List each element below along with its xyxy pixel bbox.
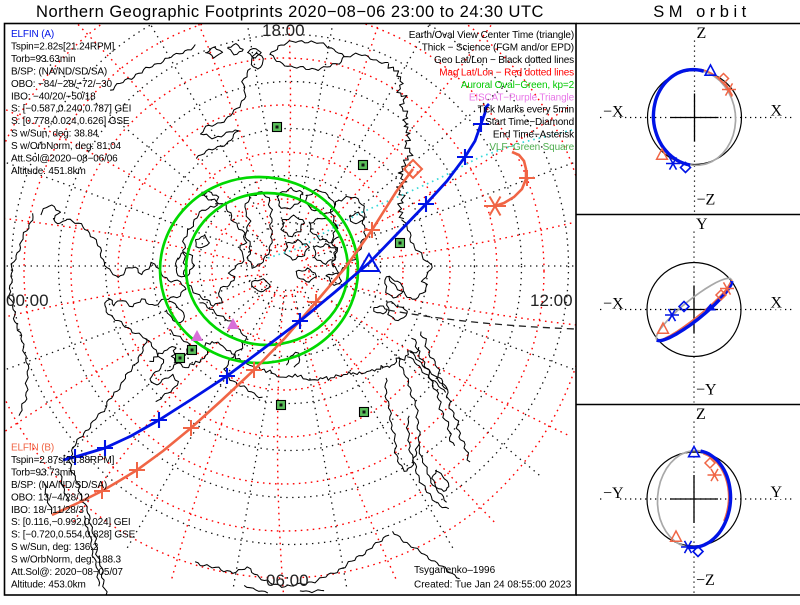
svg-text:X: X (770, 295, 782, 312)
svg-text:VLF−Green Square: VLF−Green Square (489, 142, 574, 153)
svg-text:−X: −X (603, 296, 624, 313)
svg-text:Created: Tue Jan 24 08:55:00 2: Created: Tue Jan 24 08:55:00 2023 (414, 580, 572, 591)
svg-text:Tspin=2.87s[20.88RPM]: Tspin=2.87s[20.88RPM] (11, 455, 115, 466)
svg-text:S w/Sun, deg: 38.84: S w/Sun, deg: 38.84 (11, 129, 99, 140)
svg-text:S: [0.778,0.024,0.626] GSE: S: [0.778,0.024,0.626] GSE (11, 116, 130, 127)
svg-text:SM orbit: SM orbit (653, 3, 750, 21)
svg-text:−Y: −Y (603, 485, 624, 502)
svg-text:Tspin=2.82s[21.24RPM]: Tspin=2.82s[21.24RPM] (11, 42, 115, 53)
svg-text:Start Time−Diamond: Start Time−Diamond (485, 117, 574, 128)
svg-text:Z: Z (696, 406, 706, 423)
svg-text:00:00: 00:00 (6, 291, 49, 310)
svg-text:Att.Sol@: 2020−08−05/07: Att.Sol@: 2020−08−05/07 (11, 567, 123, 578)
svg-text:−Z: −Z (696, 572, 715, 589)
svg-text:S w/OrbNorm, deg: 81:04: S w/OrbNorm, deg: 81:04 (11, 141, 122, 152)
svg-text:−X: −X (603, 104, 624, 121)
svg-text:S: [−0.587,0.240,0.787] GEI: S: [−0.587,0.240,0.787] GEI (11, 104, 131, 115)
svg-text:S w/Sun, deg: 136.2: S w/Sun, deg: 136.2 (11, 542, 99, 553)
svg-text:B/SP: (NA/ND/SD/SA): B/SP: (NA/ND/SD/SA) (11, 66, 107, 77)
svg-text:Tick Marks every 5min: Tick Marks every 5min (478, 105, 575, 116)
svg-text:ELFIN (A): ELFIN (A) (11, 29, 54, 40)
svg-text:IBO: 18/−11/28/3: IBO: 18/−11/28/3 (11, 505, 84, 516)
svg-text:OBO: 13/−4/28/12: OBO: 13/−4/28/12 (11, 492, 90, 503)
svg-text:Y: Y (696, 216, 708, 233)
svg-text:Earth/Oval View Center Time (t: Earth/Oval View Center Time (triangle) (409, 30, 574, 41)
svg-text:Auroral Oval−Green, kp=2: Auroral Oval−Green, kp=2 (461, 80, 575, 91)
svg-text:12:00: 12:00 (530, 291, 573, 310)
svg-text:Altitude: 453.0km: Altitude: 453.0km (11, 580, 86, 591)
svg-text:ELFIN (B): ELFIN (B) (11, 443, 54, 454)
svg-text:X: X (770, 103, 782, 120)
svg-text:−Y: −Y (696, 382, 717, 399)
svg-text:OBO: −84/−28/−72/−30: OBO: −84/−28/−72/−30 (11, 79, 113, 90)
svg-text:06:00: 06:00 (266, 571, 309, 590)
svg-text:B/SP: (NA/ND/SD/SA): B/SP: (NA/ND/SD/SA) (11, 480, 107, 491)
svg-text:S: [0.116,−0.992,0.024] GEI: S: [0.116,−0.992,0.024] GEI (11, 517, 130, 528)
svg-text:S w/OrbNorm, deg: 188.3: S w/OrbNorm, deg: 188.3 (11, 555, 122, 566)
svg-text:Northern Geographic Footprints: Northern Geographic Footprints 2020−08−0… (36, 3, 544, 21)
svg-text:Altitude: 451.8km: Altitude: 451.8km (11, 166, 86, 177)
svg-text:Thick − Science (FGM and/or EP: Thick − Science (FGM and/or EPD) (422, 43, 574, 54)
svg-text:Torb=93.63min: Torb=93.63min (11, 54, 75, 65)
svg-text:EISCAT−Purple Triangle: EISCAT−Purple Triangle (469, 92, 575, 103)
svg-text:Y: Y (770, 484, 782, 501)
svg-text:S: [−0.720,0.554,0.828] GSE: S: [−0.720,0.554,0.828] GSE (11, 530, 136, 541)
svg-text:Tsyganenko–1996: Tsyganenko–1996 (414, 565, 496, 576)
svg-text:Mag Lat/Lon − Red dotted lines: Mag Lat/Lon − Red dotted lines (439, 67, 574, 78)
svg-text:Z: Z (697, 25, 707, 42)
svg-text:Att.Sol@2020−08−06/06: Att.Sol@2020−08−06/06 (11, 154, 118, 165)
svg-text:End Time−Asterisk: End Time−Asterisk (493, 130, 575, 141)
svg-text:18:00: 18:00 (262, 21, 305, 40)
svg-text:−Z: −Z (697, 192, 716, 209)
svg-text:IBO: −40/20/−50/18: IBO: −40/20/−50/18 (11, 91, 96, 102)
svg-text:Geo Lat/Lon − Black dotted lin: Geo Lat/Lon − Black dotted lines (434, 55, 574, 66)
svg-text:Torb=93.73min: Torb=93.73min (11, 467, 75, 478)
